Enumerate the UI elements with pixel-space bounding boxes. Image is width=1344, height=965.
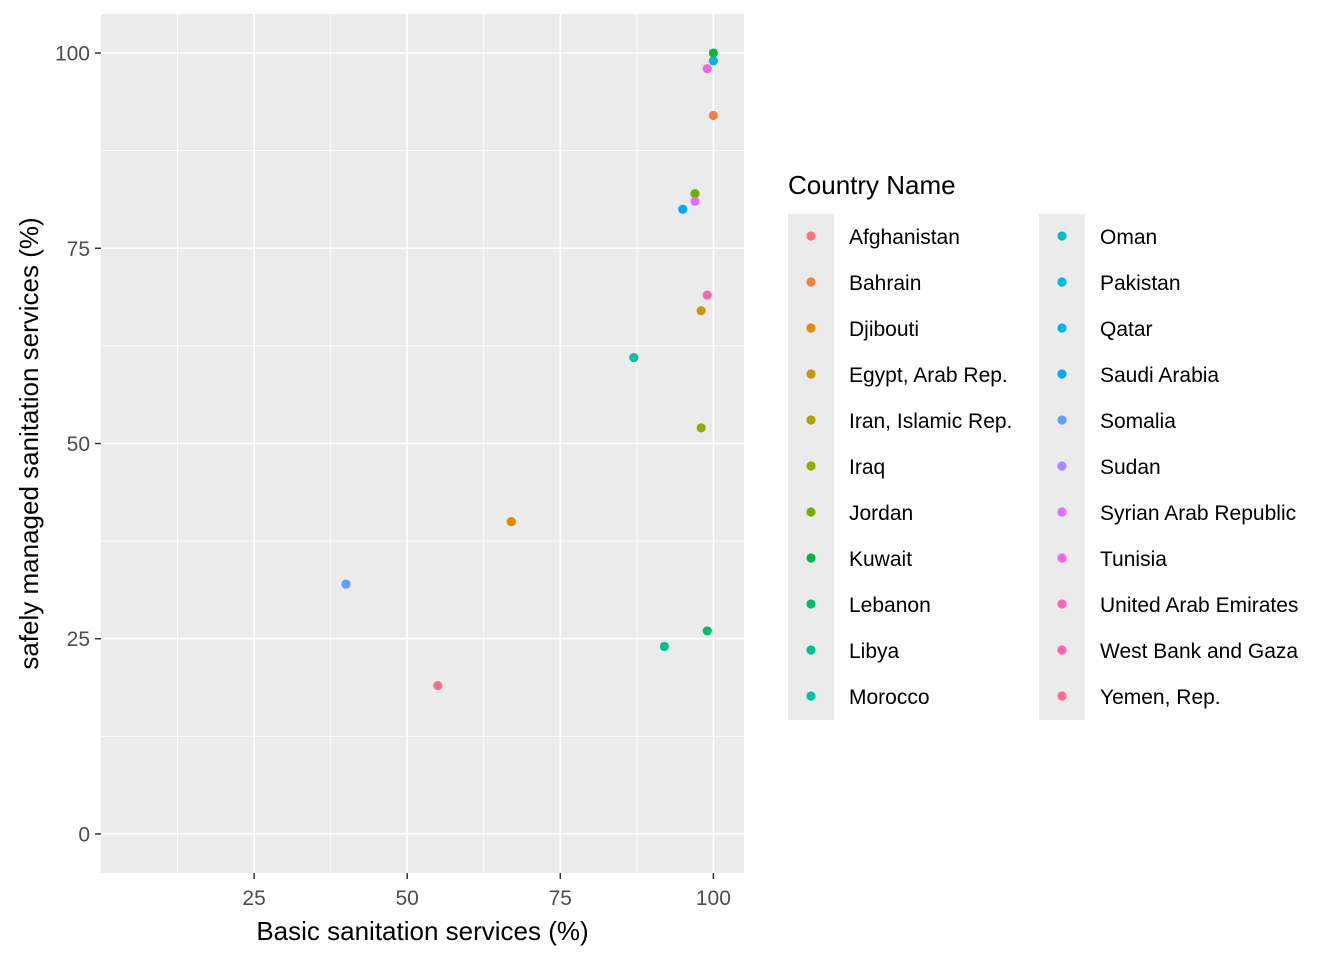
legend-key — [806, 415, 816, 425]
legend-key — [806, 277, 816, 287]
legend-label: West Bank and Gaza — [1100, 640, 1298, 663]
x-tick-label: 100 — [696, 887, 731, 910]
data-point — [708, 48, 718, 58]
legend-key — [1057, 277, 1067, 287]
y-axis-label: safely managed sanitation services (%) — [14, 217, 44, 669]
data-point — [433, 680, 443, 691]
data-point — [690, 189, 700, 199]
data-point — [506, 516, 516, 527]
legend-key — [1057, 645, 1067, 655]
data-point — [702, 64, 712, 74]
legend-label: Iran, Islamic Rep. — [849, 410, 1012, 433]
legend-key — [1057, 553, 1067, 563]
y-tick-label: 100 — [55, 43, 90, 66]
y-tick-label: 75 — [67, 238, 90, 261]
legend-label: Somalia — [1100, 410, 1176, 433]
x-axis-label: Basic sanitation services (%) — [256, 916, 588, 946]
legend-label: Iraq — [849, 456, 885, 479]
legend-key — [806, 461, 816, 471]
data-point — [708, 110, 718, 121]
y-tick-label: 50 — [67, 433, 90, 456]
legend-label: Bahrain — [849, 272, 921, 295]
data-point — [696, 423, 706, 433]
legend-label: Jordan — [849, 502, 913, 525]
data-point — [702, 626, 712, 636]
legend-key — [1057, 323, 1067, 333]
legend-key — [806, 645, 816, 655]
legend-label: Oman — [1100, 226, 1157, 249]
legend-label: Djibouti — [849, 318, 919, 341]
legend-key — [806, 691, 816, 701]
data-point — [678, 204, 688, 214]
data-point — [629, 353, 639, 363]
x-axis-ticks: 25 50 75 100 — [242, 873, 731, 910]
legend: Afghanistan Bahrain Djibouti Egypt, Arab Re… — [788, 214, 1298, 720]
y-tick-label: 0 — [78, 823, 90, 846]
legend-title: Country Name — [788, 170, 956, 200]
major-gridlines — [101, 14, 744, 873]
data-point — [659, 641, 669, 652]
legend-key — [806, 599, 816, 609]
legend-label: Yemen, Rep. — [1100, 686, 1221, 709]
data-points — [341, 48, 718, 691]
legend-label: Afghanistan — [849, 226, 960, 249]
data-point — [690, 196, 700, 207]
legend-key — [806, 323, 816, 333]
data-point — [702, 290, 712, 300]
y-tick-label: 25 — [67, 628, 90, 651]
legend-label: Saudi Arabia — [1100, 364, 1219, 387]
legend-key — [1057, 691, 1067, 701]
legend-label: Tunisia — [1100, 548, 1167, 571]
legend-label: Syrian Arab Republic — [1100, 502, 1296, 525]
legend-key — [806, 507, 816, 517]
legend-label: Qatar — [1100, 318, 1153, 341]
data-point — [708, 56, 718, 66]
legend-label: Libya — [849, 640, 900, 663]
legend-key — [1057, 461, 1067, 471]
legend-label: Kuwait — [849, 548, 912, 571]
legend-key — [1057, 599, 1067, 609]
x-tick-label: 25 — [242, 887, 265, 910]
y-axis-ticks: 0 25 50 75 100 — [55, 43, 101, 846]
legend-label: Morocco — [849, 686, 930, 709]
legend-key — [806, 369, 816, 379]
legend-key — [1057, 415, 1067, 425]
legend-key — [806, 553, 816, 563]
data-point — [341, 579, 351, 589]
legend-key — [1057, 231, 1067, 241]
legend-label: Pakistan — [1100, 272, 1181, 295]
legend-key — [806, 231, 816, 241]
legend-label: Egypt, Arab Rep. — [849, 364, 1008, 387]
x-tick-label: 50 — [396, 887, 419, 910]
x-tick-label: 75 — [549, 887, 572, 910]
data-point — [696, 306, 706, 316]
legend-label: Lebanon — [849, 594, 931, 617]
legend-key — [1057, 507, 1067, 517]
legend-label: Sudan — [1100, 456, 1161, 479]
legend-key — [1057, 369, 1067, 379]
legend-label: United Arab Emirates — [1100, 594, 1298, 617]
